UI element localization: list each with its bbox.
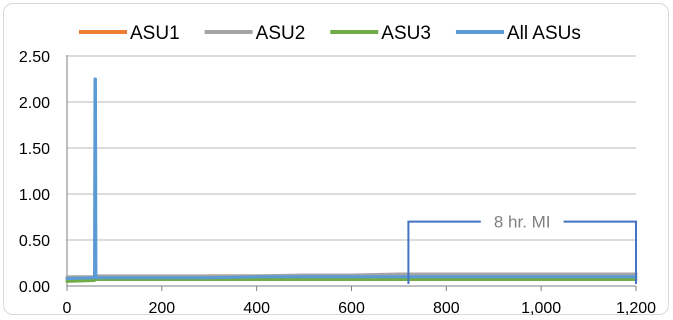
series-lines	[65, 77, 638, 283]
x-tick-label: 0	[63, 300, 72, 317]
legend-label: ASU1	[130, 23, 180, 44]
legend-label: ASU2	[256, 23, 306, 44]
y-tick-label: 1.50	[19, 141, 50, 158]
grid-lines	[67, 55, 636, 241]
annotation-bracket-right	[563, 220, 637, 284]
x-tick-label: 600	[338, 300, 365, 317]
series-line-all-asus	[65, 77, 638, 281]
series-line-asu3	[65, 278, 638, 283]
y-tick-label: 2.00	[19, 95, 50, 112]
x-tick-label: 400	[243, 300, 270, 317]
annotation-bracket-left	[407, 220, 481, 284]
y-tick-label: 1.00	[19, 187, 50, 204]
x-tick-label: 1,200	[616, 300, 656, 317]
y-tick-label: 0.50	[19, 233, 50, 250]
axes: 0.00 0.50 1.00 1.50 2.00 2.50 0 200 400 600 800 1,0…	[19, 49, 656, 317]
legend-label: ASU3	[381, 23, 431, 44]
x-tick-label: 200	[148, 300, 175, 317]
legend-label: All ASUs	[507, 23, 581, 44]
annotations: 8 hr. MI	[407, 213, 637, 284]
chart-frame	[3, 3, 669, 315]
x-tick-label: 800	[433, 300, 460, 317]
annotation-label: 8 hr. MI	[494, 213, 551, 232]
x-tick-label: 1,000	[521, 300, 561, 317]
y-tick-label: 0.00	[19, 279, 50, 296]
y-tick-label: 2.50	[19, 49, 50, 66]
legend: ASU1 ASU2 ASU3 All ASUs	[79, 23, 581, 44]
